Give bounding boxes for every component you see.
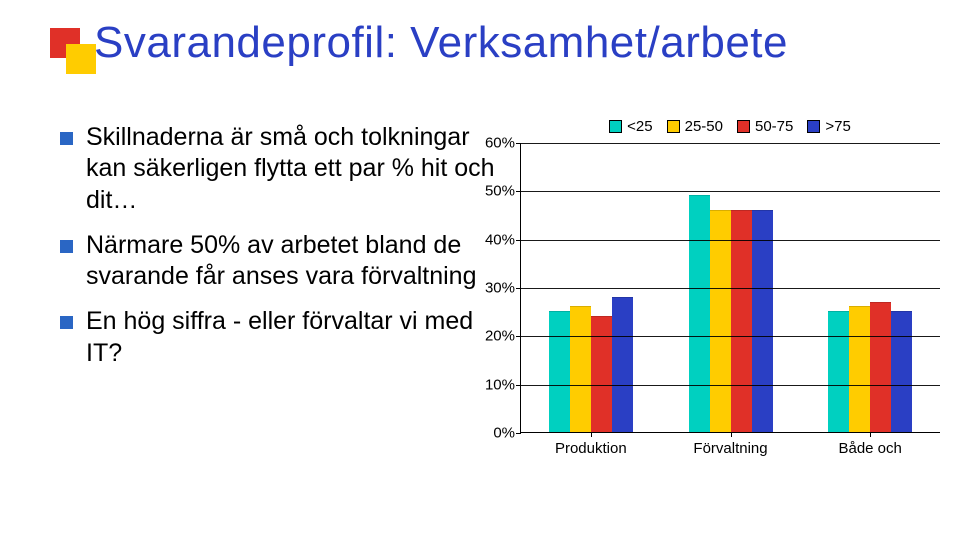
title-accent-icon	[50, 28, 96, 74]
y-tickmark	[516, 191, 521, 192]
y-tick-label: 50%	[475, 183, 515, 200]
legend-label: <25	[627, 118, 652, 135]
bar	[870, 302, 891, 433]
bar	[828, 311, 849, 432]
grid-line	[521, 385, 940, 386]
grid-line	[521, 288, 940, 289]
legend-swatch	[807, 120, 820, 133]
bar	[612, 297, 633, 432]
legend-item: >75	[807, 118, 850, 135]
bar	[549, 311, 570, 432]
legend-item: 50-75	[737, 118, 793, 135]
legend-item: <25	[609, 118, 652, 135]
legend-item: 25-50	[667, 118, 723, 135]
page-title: Svarandeprofil: Verksamhet/arbete	[94, 18, 788, 68]
slide: Svarandeprofil: Verksamhet/arbete Skilln…	[0, 0, 960, 540]
y-tick-label: 30%	[475, 280, 515, 297]
y-tickmark	[516, 240, 521, 241]
bar	[891, 311, 912, 432]
y-tickmark	[516, 433, 521, 434]
bar	[591, 316, 612, 432]
chart: <25 25-50 50-75 >75 ProduktionFörvaltnin…	[520, 118, 940, 488]
y-tick-label: 60%	[475, 135, 515, 152]
bar	[689, 195, 710, 432]
grid-line	[521, 240, 940, 241]
title-area: Svarandeprofil: Verksamhet/arbete	[60, 18, 930, 90]
y-tickmark	[516, 143, 521, 144]
grid-line	[521, 191, 940, 192]
bar	[731, 210, 752, 432]
y-tickmark	[516, 288, 521, 289]
x-tick-label: Förvaltning	[661, 432, 801, 457]
bullet-item: Närmare 50% av arbetet bland de svarande…	[60, 230, 510, 293]
y-tick-label: 10%	[475, 376, 515, 393]
y-tick-label: 40%	[475, 231, 515, 248]
legend-swatch	[609, 120, 622, 133]
bar	[710, 210, 731, 432]
chart-legend: <25 25-50 50-75 >75	[520, 118, 940, 135]
bar	[849, 306, 870, 432]
grid-line	[521, 336, 940, 337]
x-tick-label: Både och	[800, 432, 940, 457]
legend-label: 25-50	[685, 118, 723, 135]
bar	[752, 210, 773, 432]
content-row: Skillnaderna är små och tolkningar kan s…	[60, 118, 930, 488]
y-tickmark	[516, 385, 521, 386]
y-tick-label: 20%	[475, 328, 515, 345]
legend-swatch	[737, 120, 750, 133]
bullet-list: Skillnaderna är små och tolkningar kan s…	[60, 118, 510, 488]
y-tickmark	[516, 336, 521, 337]
chart-plot: ProduktionFörvaltningBåde och 0%10%20%30…	[520, 143, 940, 433]
legend-label: >75	[825, 118, 850, 135]
x-tick-label: Produktion	[521, 432, 661, 457]
y-tick-label: 0%	[475, 425, 515, 442]
accent-square-yellow	[66, 44, 96, 74]
bullet-item: Skillnaderna är små och tolkningar kan s…	[60, 122, 510, 216]
legend-label: 50-75	[755, 118, 793, 135]
legend-swatch	[667, 120, 680, 133]
grid-line	[521, 143, 940, 144]
bar	[570, 306, 591, 432]
bullet-item: En hög siffra - eller förvaltar vi med I…	[60, 306, 510, 369]
